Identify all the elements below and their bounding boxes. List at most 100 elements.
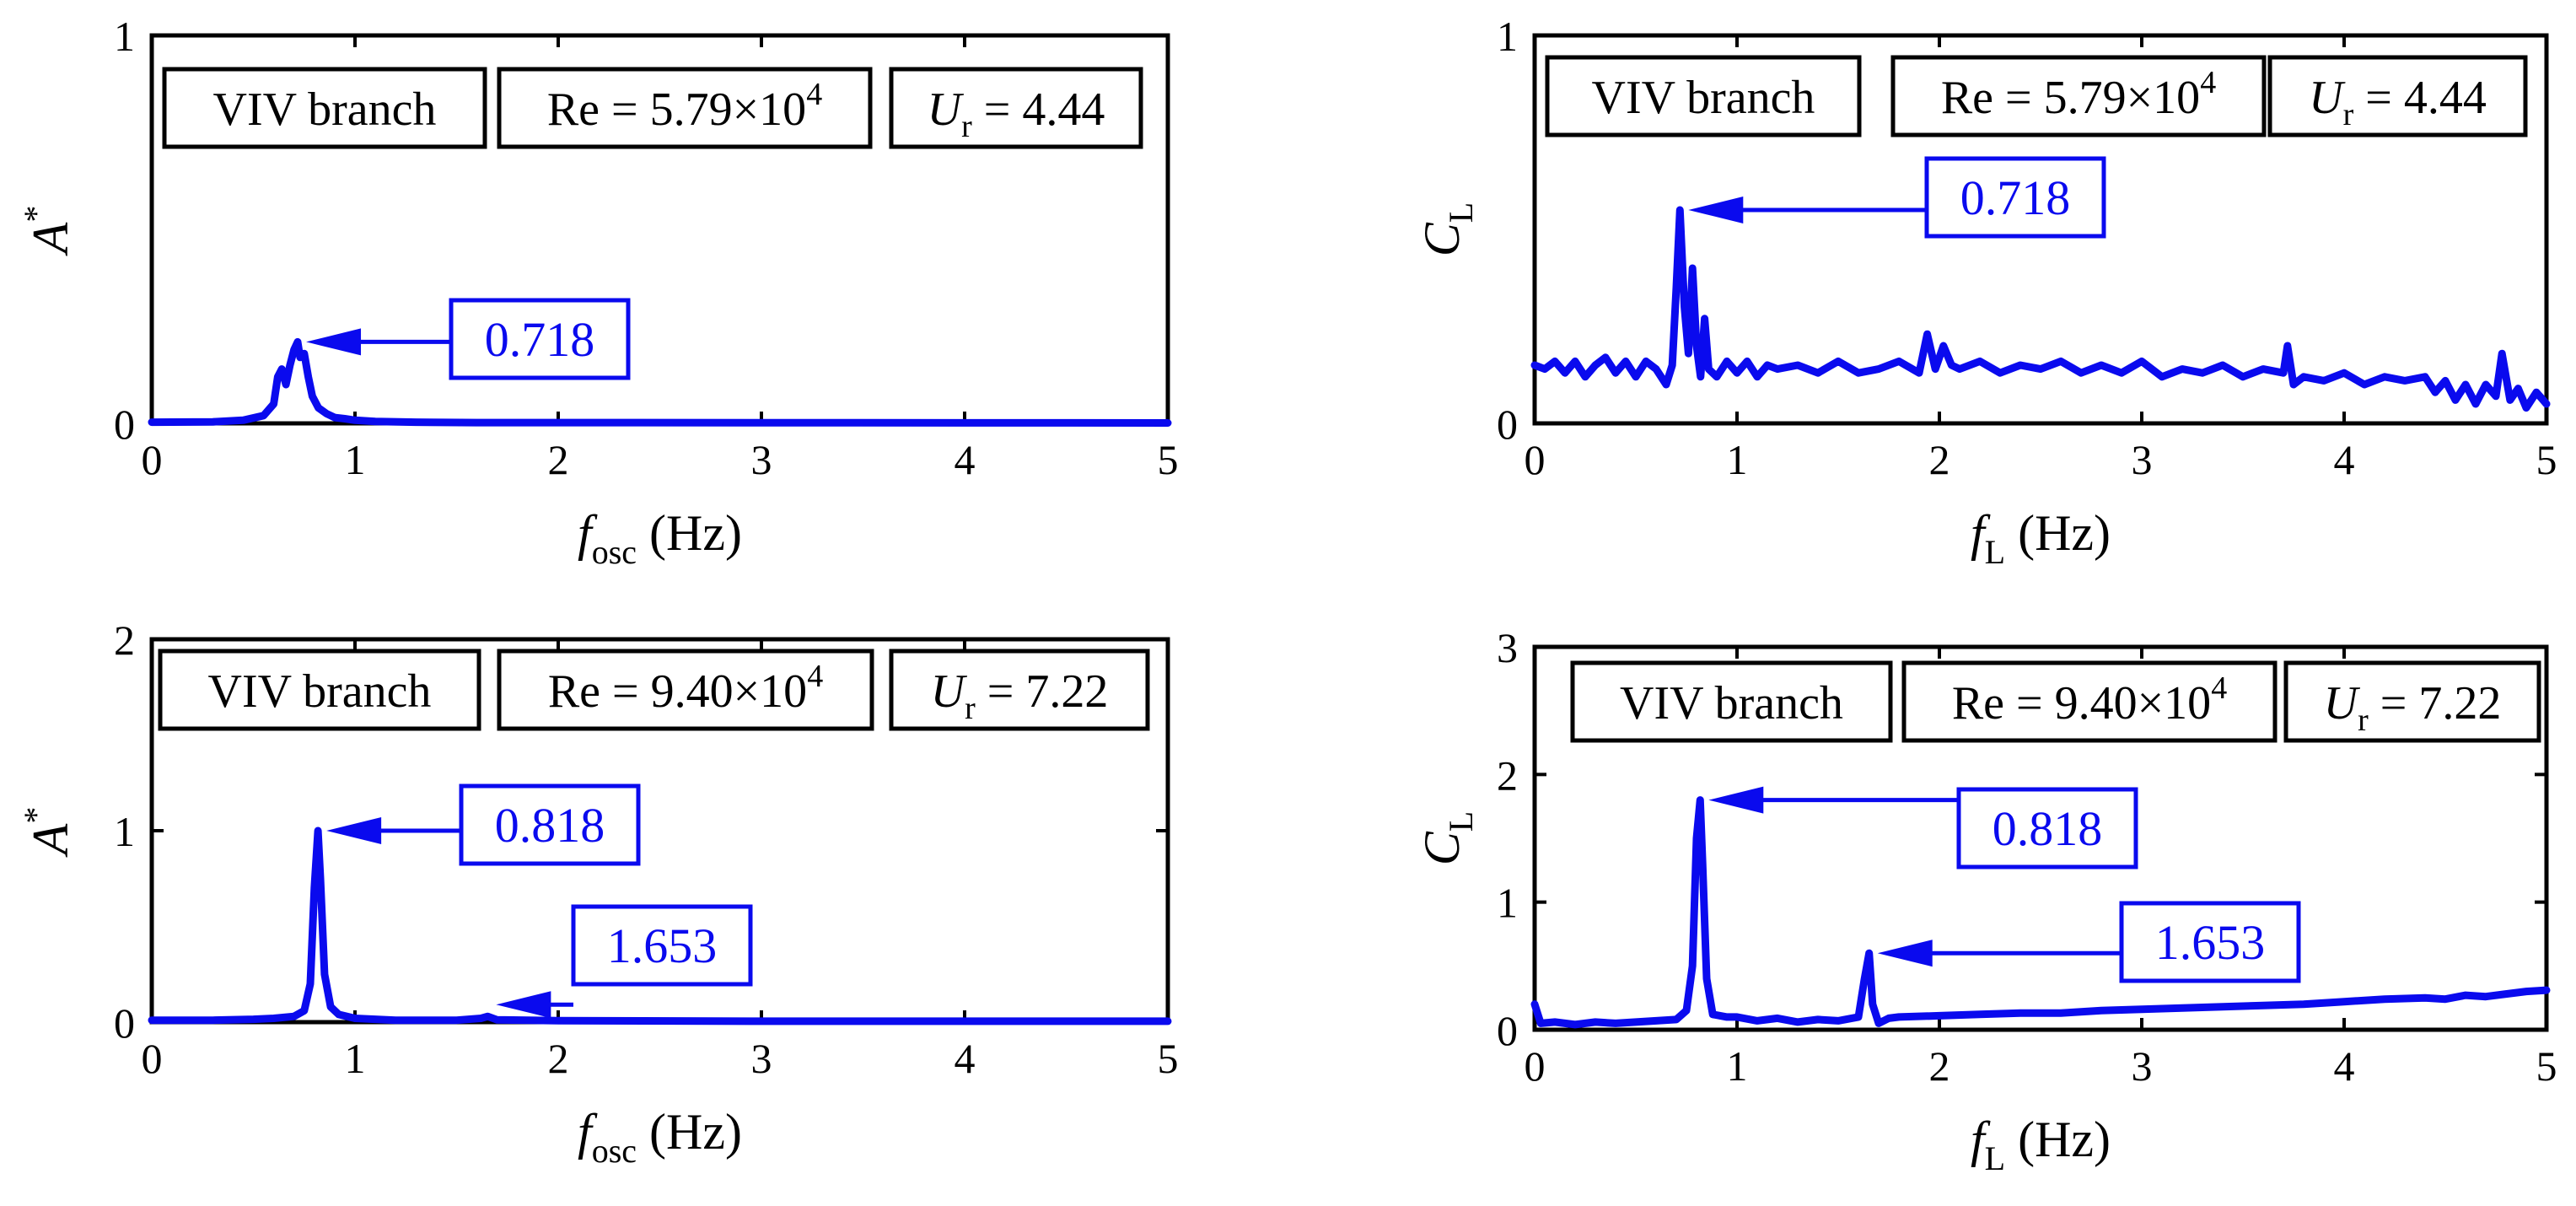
- branch-label: VIV branch: [213, 83, 437, 136]
- text-span: = 4.44: [2353, 72, 2487, 124]
- annotation-box: [459, 783, 641, 866]
- series-line: [148, 826, 1172, 1026]
- x-axis-label: fL (Hz): [1971, 505, 2111, 571]
- chart-top-left: 0 1 2 3 4 5 0 1 fosc (Hz) A* 0.718 VIV branch Re = 5…: [17, 13, 1179, 571]
- x-tick-label: 0: [142, 1035, 163, 1082]
- velocity-tag: [889, 67, 1143, 149]
- y-tick-label: 1: [114, 808, 135, 855]
- reynolds-label: Re = 5.79×104: [547, 77, 822, 136]
- text-span: osc: [592, 533, 637, 571]
- text-span: C: [1414, 831, 1470, 865]
- reynolds-tag: [1890, 55, 2267, 137]
- velocity-label: Ur = 4.44: [928, 83, 1105, 144]
- x-tick-label: 0: [1525, 436, 1546, 483]
- branch-label: VIV branch: [1620, 677, 1843, 730]
- annotation-arrowhead: [496, 991, 551, 1019]
- branch-tag: [1570, 660, 1893, 743]
- text-span: 4: [807, 659, 823, 694]
- annotation-box: [1924, 156, 2106, 239]
- x-tick-label: 2: [548, 436, 569, 483]
- branch-tag: [1545, 55, 1862, 137]
- text-span: A: [23, 222, 78, 256]
- text-span: 4: [2200, 65, 2216, 100]
- annotation-arrowhead: [1688, 197, 1744, 223]
- series-line: [1530, 796, 2551, 1029]
- velocity-label: Ur = 7.22: [2324, 677, 2502, 738]
- text-span: r: [961, 109, 972, 144]
- text-span: Re = 9.40×10: [548, 665, 807, 718]
- x-tick-label: 3: [751, 436, 772, 483]
- text-span: *: [17, 807, 55, 824]
- annotation-label: 0.818: [1993, 801, 2103, 856]
- reynolds-label: Re = 9.40×104: [1952, 670, 2227, 730]
- text-span: *: [17, 206, 55, 223]
- annotation-label: 1.653: [607, 918, 718, 973]
- x-tick-label: 2: [1929, 1042, 1950, 1090]
- text-span: L: [1442, 811, 1480, 832]
- y-axis-label: CL: [1414, 202, 1480, 256]
- y-tick-label: 0: [1497, 1007, 1518, 1054]
- x-tick-label: 2: [1929, 436, 1950, 483]
- text-span: (Hz): [637, 1104, 742, 1160]
- x-tick-label: 3: [751, 1035, 772, 1082]
- series-line: [148, 337, 1172, 427]
- text-span: = 7.22: [976, 665, 1109, 718]
- y-tick-label: 2: [114, 616, 135, 664]
- text-span: C: [1414, 222, 1470, 256]
- text-span: U: [928, 83, 965, 136]
- x-tick-label: 4: [955, 1035, 976, 1082]
- text-span: Re = 5.79×10: [547, 83, 806, 136]
- x-tick-label: 0: [1525, 1042, 1546, 1090]
- text-span: (Hz): [637, 505, 742, 561]
- annotation-box: [449, 298, 631, 380]
- x-tick-label: 1: [1727, 436, 1748, 483]
- text-span: Re = 9.40×10: [1952, 677, 2211, 730]
- text-span: = 7.22: [2369, 677, 2502, 730]
- y-tick-label: 1: [114, 13, 135, 60]
- x-axis-label: fL (Hz): [1971, 1112, 2111, 1177]
- series-line: [1530, 206, 2551, 412]
- text-span: L: [1442, 202, 1480, 223]
- text-span: U: [931, 665, 968, 718]
- y-axis-label: CL: [1414, 811, 1480, 865]
- text-span: Re = 5.79×10: [1941, 72, 2200, 124]
- annotation-arrowhead: [1708, 786, 1764, 814]
- annotation-label: 0.718: [1960, 170, 2071, 225]
- plot-frame: [1532, 644, 2549, 1032]
- annotation-box: [571, 904, 753, 987]
- x-tick-label: 3: [2132, 436, 2153, 483]
- reynolds-label: Re = 5.79×104: [1941, 65, 2216, 124]
- x-tick-label: 0: [142, 436, 163, 483]
- text-span: (Hz): [2005, 1112, 2111, 1167]
- x-axis-label: fosc (Hz): [578, 1104, 742, 1170]
- x-tick-label: 4: [2334, 1042, 2355, 1090]
- x-tick-label: 5: [2536, 1042, 2557, 1090]
- reynolds-tag: [497, 649, 874, 731]
- x-tick-label: 3: [2132, 1042, 2153, 1090]
- branch-label: VIV branch: [208, 665, 432, 718]
- text-span: osc: [592, 1132, 637, 1170]
- text-span: L: [1985, 533, 2005, 571]
- branch-tag: [158, 649, 481, 731]
- text-span: r: [965, 691, 976, 726]
- text-span: r: [2343, 97, 2354, 132]
- y-tick-label: 1: [1497, 880, 1518, 927]
- y-tick-label: 0: [114, 999, 135, 1047]
- x-tick-label: 1: [345, 436, 366, 483]
- velocity-label: Ur = 7.22: [931, 665, 1109, 726]
- annotation-label: 0.818: [495, 798, 605, 853]
- x-axis-label: fosc (Hz): [578, 505, 742, 571]
- text-span: r: [2358, 703, 2369, 738]
- annotation-label: 1.653: [2155, 915, 2266, 970]
- text-span: U: [2309, 72, 2346, 124]
- reynolds-tag: [497, 67, 873, 149]
- text-span: A: [23, 823, 78, 858]
- y-tick-label: 1: [1497, 13, 1518, 60]
- y-axis-label: A*: [17, 807, 78, 859]
- y-tick-label: 3: [1497, 624, 1518, 671]
- text-span: L: [1985, 1139, 2005, 1177]
- text-span: U: [2324, 677, 2361, 730]
